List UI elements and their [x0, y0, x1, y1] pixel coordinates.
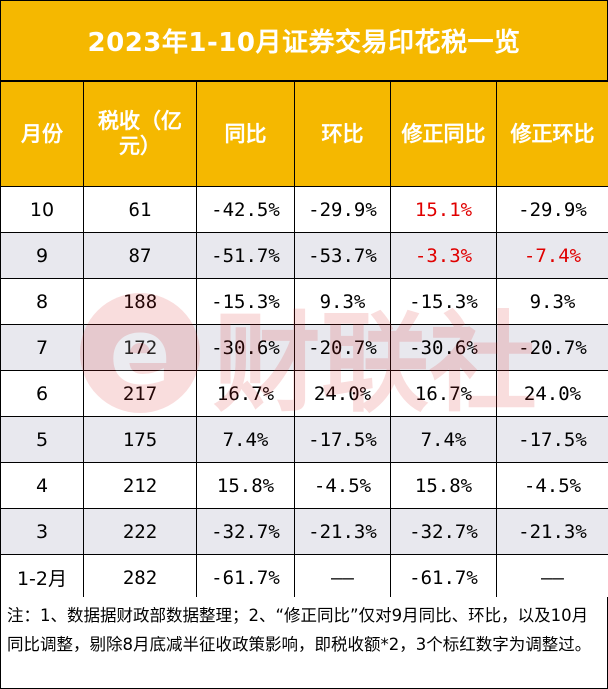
page-title: 2023年1-10月证券交易印花税一览: [0, 0, 608, 81]
cell-adj-yoy: -30.6%: [390, 324, 497, 371]
table-row: 10 61 -42.5% -29.9% 15.1% -29.9%: [0, 186, 608, 233]
table-row: 8 188 -15.3% 9.3% -15.3% 9.3%: [0, 278, 608, 325]
cell-month: 3: [0, 508, 84, 555]
cell-adj-yoy: -15.3%: [390, 278, 497, 325]
cell-yoy: 15.8%: [196, 462, 295, 509]
cell-adj-mom: -21.3%: [496, 508, 608, 555]
cell-adj-mom: ——: [496, 554, 608, 601]
cell-mom: -20.7%: [294, 324, 391, 371]
header-adj-yoy: 修正同比: [390, 81, 497, 187]
cell-tax: 212: [83, 462, 197, 509]
cell-adj-mom: 9.3%: [496, 278, 608, 325]
cell-mom: 24.0%: [294, 370, 391, 417]
cell-tax: 222: [83, 508, 197, 555]
cell-adj-yoy: 15.8%: [390, 462, 497, 509]
cell-adj-mom: -4.5%: [496, 462, 608, 509]
cell-mom: -17.5%: [294, 416, 391, 463]
cell-tax: 172: [83, 324, 197, 371]
cell-month: 5: [0, 416, 84, 463]
header-month: 月份: [0, 81, 84, 187]
cell-yoy: -32.7%: [196, 508, 295, 555]
cell-tax: 175: [83, 416, 197, 463]
header-mom: 环比: [294, 81, 391, 187]
cell-adj-yoy: 16.7%: [390, 370, 497, 417]
cell-yoy: -51.7%: [196, 232, 295, 279]
header-yoy: 同比: [196, 81, 295, 187]
cell-month: 9: [0, 232, 84, 279]
header-row: 月份 税收（亿元） 同比 环比 修正同比 修正环比: [0, 81, 608, 187]
table-row: 7 172 -30.6% -20.7% -30.6% -20.7%: [0, 324, 608, 371]
cell-yoy: 7.4%: [196, 416, 295, 463]
footnote: 注：1、数据据财政部数据整理；2、“修正同比”仅对9月同比、环比，以及10月同比…: [0, 597, 608, 689]
cell-yoy: 16.7%: [196, 370, 295, 417]
cell-month: 4: [0, 462, 84, 509]
cell-mom: -4.5%: [294, 462, 391, 509]
cell-adj-mom: -20.7%: [496, 324, 608, 371]
cell-month: 7: [0, 324, 84, 371]
cell-month: 1-2月: [0, 554, 84, 601]
table-row: 9 87 -51.7% -53.7% -3.3% -7.4%: [0, 232, 608, 279]
cell-adj-yoy: -32.7%: [390, 508, 497, 555]
cell-yoy: -61.7%: [196, 554, 295, 601]
cell-mom: 9.3%: [294, 278, 391, 325]
cell-adj-yoy: 7.4%: [390, 416, 497, 463]
cell-adj-yoy: -61.7%: [390, 554, 497, 601]
stamp-duty-table: 月份 税收（亿元） 同比 环比 修正同比 修正环比 10 61 -42.5% -29.…: [0, 81, 608, 601]
cell-month: 6: [0, 370, 84, 417]
cell-adj-yoy: -3.3%: [390, 232, 497, 279]
table-row: 6 217 16.7% 24.0% 16.7% 24.0%: [0, 370, 608, 417]
table-row: 1-2月 282 -61.7% —— -61.7% ——: [0, 554, 608, 601]
cell-yoy: -15.3%: [196, 278, 295, 325]
cell-adj-mom: -29.9%: [496, 186, 608, 233]
header-adj-mom: 修正环比: [496, 81, 608, 187]
cell-month: 8: [0, 278, 84, 325]
cell-mom: -53.7%: [294, 232, 391, 279]
table-row: 5 175 7.4% -17.5% 7.4% -17.5%: [0, 416, 608, 463]
header-tax: 税收（亿元）: [83, 81, 197, 187]
cell-yoy: -42.5%: [196, 186, 295, 233]
table-row: 3 222 -32.7% -21.3% -32.7% -21.3%: [0, 508, 608, 555]
cell-month: 10: [0, 186, 84, 233]
cell-mom: -21.3%: [294, 508, 391, 555]
cell-tax: 87: [83, 232, 197, 279]
cell-tax: 282: [83, 554, 197, 601]
cell-tax: 188: [83, 278, 197, 325]
cell-mom: ——: [294, 554, 391, 601]
cell-adj-mom: -17.5%: [496, 416, 608, 463]
cell-adj-mom: -7.4%: [496, 232, 608, 279]
cell-tax: 217: [83, 370, 197, 417]
cell-yoy: -30.6%: [196, 324, 295, 371]
cell-adj-mom: 24.0%: [496, 370, 608, 417]
cell-mom: -29.9%: [294, 186, 391, 233]
cell-tax: 61: [83, 186, 197, 233]
table-row: 4 212 15.8% -4.5% 15.8% -4.5%: [0, 462, 608, 509]
cell-adj-yoy: 15.1%: [390, 186, 497, 233]
